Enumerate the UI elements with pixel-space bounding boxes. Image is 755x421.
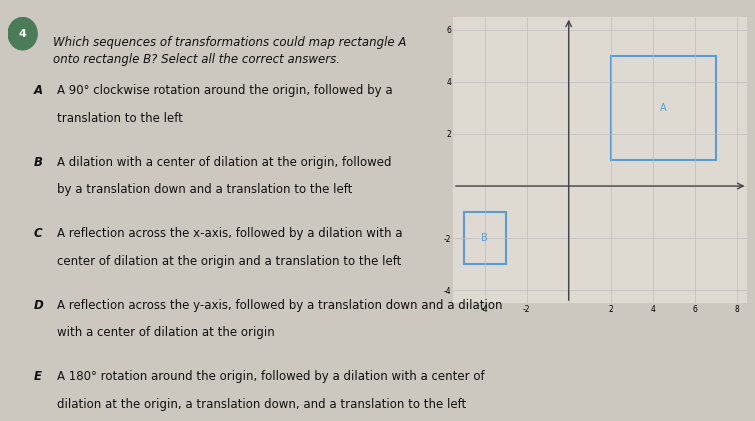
Text: B: B (481, 233, 488, 243)
Text: translation to the left: translation to the left (57, 112, 183, 125)
Text: with a center of dilation at the origin: with a center of dilation at the origin (57, 326, 274, 339)
Bar (464, 212, 506, 264)
Text: A: A (34, 84, 43, 97)
Text: A reflection across the y-axis, followed by a translation down and a dilation: A reflection across the y-axis, followed… (57, 299, 502, 312)
Text: center of dilation at the origin and a translation to the left: center of dilation at the origin and a t… (57, 255, 401, 268)
Text: A: A (660, 103, 667, 113)
Text: by a translation down and a translation to the left: by a translation down and a translation … (57, 183, 352, 196)
Text: onto rectangle B? Select all the correct answers.: onto rectangle B? Select all the correct… (53, 53, 340, 66)
Bar (611, 56, 716, 160)
Text: E: E (34, 370, 42, 384)
Text: A reflection across the x-axis, followed by a dilation with a: A reflection across the x-axis, followed… (57, 227, 402, 240)
Circle shape (8, 18, 37, 50)
Text: A 180° rotation around the origin, followed by a dilation with a center of: A 180° rotation around the origin, follo… (57, 370, 484, 384)
Text: B: B (34, 156, 43, 169)
Text: dilation at the origin, a translation down, and a translation to the left: dilation at the origin, a translation do… (57, 398, 466, 411)
Text: A 90° clockwise rotation around the origin, followed by a: A 90° clockwise rotation around the orig… (57, 84, 393, 97)
Text: Which sequences of transformations could map rectangle A: Which sequences of transformations could… (53, 36, 406, 49)
Text: D: D (34, 299, 44, 312)
Text: C: C (34, 227, 42, 240)
Text: 4: 4 (19, 29, 26, 39)
Text: A dilation with a center of dilation at the origin, followed: A dilation with a center of dilation at … (57, 156, 391, 169)
